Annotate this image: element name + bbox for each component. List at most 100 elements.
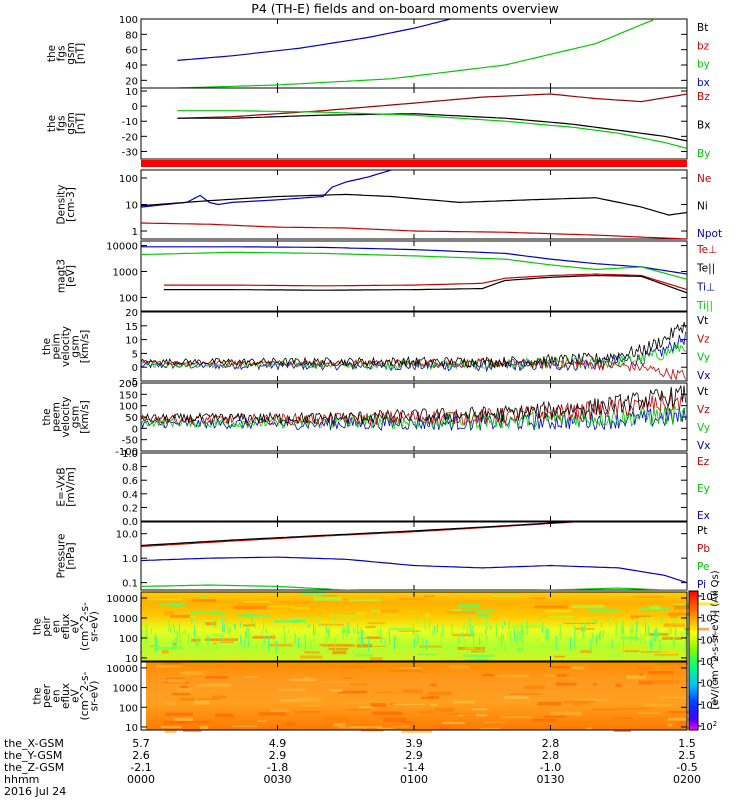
heatmap-cell [164, 730, 177, 733]
time-axis-value: -0.5 [676, 761, 697, 774]
heatmap-cell [521, 621, 523, 632]
heatmap-cell [159, 603, 181, 607]
heatmap-cell [304, 651, 320, 654]
y-axis-label: [cm-3] [65, 187, 77, 222]
heatmap-cell [642, 622, 644, 626]
heatmap-cell [663, 623, 685, 627]
colorbar-tick-label: 102 [700, 720, 717, 733]
heatmap-cell [182, 630, 184, 635]
heatmap-cell [645, 621, 647, 636]
time-axis-value: 2.8 [542, 737, 560, 750]
heatmap-cell [333, 722, 346, 727]
heatmap-cell [298, 637, 299, 648]
heatmap-cell [269, 606, 296, 608]
heatmap-cell [399, 721, 416, 723]
heatmap-cell [212, 612, 227, 615]
colorbar-label: [eV/(cm^2-s-sr-eV)] (All Qs) [710, 570, 721, 709]
heatmap-cell [155, 650, 162, 653]
legend-entry: Pe [697, 561, 709, 573]
heatmap-cell [165, 712, 194, 716]
heatmap-cell [408, 611, 415, 613]
heatmap-cell [470, 629, 472, 636]
heatmap-cell [686, 602, 717, 606]
panel-pressure: 0.1 1.0 10.0 Pressure[nPa] Pt Pb Pe Pi [55, 521, 710, 591]
heatmap-cell [526, 620, 528, 635]
heatmap-cell [294, 607, 310, 609]
heatmap-cell [353, 627, 355, 634]
heatmap-cell [500, 716, 533, 719]
heatmap-cell [275, 640, 277, 654]
heatmap-cell [428, 616, 430, 630]
heatmap-cell [510, 631, 512, 646]
heatmap-cell [357, 635, 359, 645]
heatmap-gap [141, 662, 146, 730]
y-tick-label: 100 [119, 634, 138, 645]
heatmap-cell [598, 633, 600, 639]
heatmap-cell [145, 624, 147, 632]
heatmap-cell [289, 678, 317, 682]
heatmap-cell [568, 676, 574, 680]
heatmap-cell [332, 650, 347, 655]
heatmap-cell [592, 619, 598, 623]
heatmap-cell [442, 722, 466, 724]
heatmap-cell [183, 729, 202, 733]
y-tick-label: 0 [132, 424, 138, 435]
heatmap-cell [433, 626, 435, 634]
heatmap-cell [472, 625, 474, 638]
heatmap-cell [415, 630, 417, 644]
heatmap-cell [573, 703, 583, 706]
series-line-Bz [177, 93, 687, 119]
heatmap-cell [231, 725, 258, 727]
heatmap-cell [379, 628, 381, 644]
heatmap-cell [384, 614, 398, 616]
legend-entry: Ey [697, 483, 710, 495]
heatmap-cell [187, 633, 189, 644]
heatmap-cell [496, 674, 530, 678]
y-axis-label: peer [41, 683, 53, 708]
heatmap-cell [555, 682, 577, 686]
heatmap-cell [346, 620, 348, 634]
heatmap-cell [301, 592, 326, 596]
time-axis-value: -1.8 [267, 761, 288, 774]
heatmap-cell [611, 639, 613, 648]
y-tick-label: -50 [122, 436, 138, 447]
heatmap-cell [358, 637, 384, 640]
heatmap-cell [685, 627, 687, 634]
heatmap-cell [337, 727, 368, 729]
heatmap-cell [473, 622, 486, 626]
heatmap-cell [172, 642, 177, 646]
time-axis-value: 0130 [537, 773, 565, 786]
heatmap-cell [563, 622, 596, 624]
heatmap-cell [215, 620, 217, 629]
legend-entry: Bz [697, 91, 710, 103]
heatmap-cell [549, 615, 574, 618]
y-axis-label: (cm^2-s- [79, 602, 91, 651]
heatmap-cell [364, 645, 387, 647]
time-axis-row-name: hhmm [4, 773, 39, 786]
heatmap-cell [471, 650, 486, 653]
heatmap-cell [471, 708, 488, 711]
heatmap-cell [328, 629, 329, 639]
y-tick-label: 10000 [106, 242, 138, 253]
heatmap-cell [377, 727, 393, 729]
heatmap-cell [653, 653, 679, 656]
heatmap-cell [341, 630, 351, 633]
heatmap-cell [447, 712, 476, 715]
heatmap-cell [463, 623, 465, 630]
heatmap-cell [463, 654, 495, 658]
y-axis-label: the [46, 45, 58, 62]
series-line-Pe [141, 584, 687, 590]
heatmap-cell [361, 636, 363, 647]
heatmap-cell [579, 617, 589, 619]
y-axis-label: velocity [60, 396, 72, 437]
heatmap-cell [616, 707, 649, 710]
heatmap-cell [647, 625, 649, 635]
heatmap-cell [154, 636, 156, 652]
heatmap-cell [563, 721, 593, 723]
heatmap-cell [592, 708, 617, 711]
series-line-Ne [141, 222, 687, 239]
heatmap-cell [571, 666, 585, 670]
heatmap-cell [668, 718, 692, 721]
heatmap-cell [229, 626, 231, 632]
